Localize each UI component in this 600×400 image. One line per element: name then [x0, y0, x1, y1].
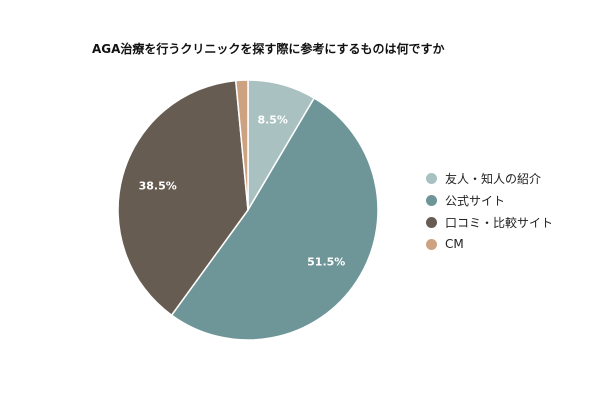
legend-swatch — [426, 172, 437, 184]
legend-swatch — [426, 238, 437, 250]
legend-item: 友人・知人の紹介 — [426, 170, 553, 186]
legend-label: 友人・知人の紹介 — [445, 171, 542, 186]
slice-label: 38.5% — [139, 179, 177, 192]
chart-title: AGA治療を行うクリニックを探す際に参考にするものは何ですか — [92, 42, 445, 56]
legend-swatch — [426, 216, 437, 228]
pie-slices — [117, 79, 379, 341]
pie-slice — [170, 97, 379, 341]
legend-label: CM — [445, 237, 464, 251]
legend-label: 公式サイト — [445, 193, 506, 208]
legend-item: 口コミ・比較サイト — [426, 214, 553, 230]
pie-slice — [117, 79, 249, 317]
legend-label: 口コミ・比較サイト — [445, 215, 554, 230]
legend: 友人・知人の紹介 公式サイト 口コミ・比較サイト CM — [426, 170, 553, 258]
pie-labels: 8.5% 51.5% 38.5% — [139, 114, 346, 269]
slice-label: 8.5% — [257, 114, 288, 127]
slice-label: 51.5% — [307, 255, 345, 268]
legend-swatch — [426, 194, 437, 206]
pie-slice — [234, 79, 249, 211]
legend-item: 公式サイト — [426, 192, 553, 208]
legend-item: CM — [426, 236, 553, 252]
